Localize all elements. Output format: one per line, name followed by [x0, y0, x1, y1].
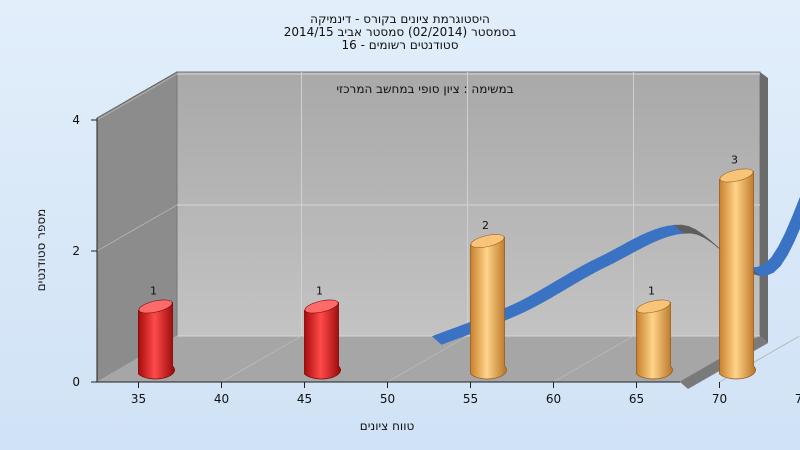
gridline-side — [96, 73, 178, 121]
bar-body — [470, 236, 507, 380]
x-tick-label: 55 — [463, 392, 478, 406]
x-tick-label: 70 — [712, 392, 727, 406]
chart-title-line-1: היסטוגרמת ציונים בקורס - דינמיקה — [310, 12, 490, 26]
y-tick-label: 0 — [72, 375, 80, 389]
bar-70: 3 — [719, 154, 756, 380]
bar-55: 2 — [470, 219, 507, 380]
bar-value-label: 1 — [316, 285, 323, 298]
x-tick-label: 50 — [380, 392, 395, 406]
x-tick-label: 65 — [629, 392, 644, 406]
y-tick-label: 4 — [72, 113, 80, 127]
bar-35: 1 — [138, 285, 175, 380]
bar-45: 1 — [304, 285, 341, 380]
bar-value-label: 1 — [150, 285, 157, 298]
bar-body — [304, 301, 341, 380]
bar-top — [470, 234, 505, 248]
back-wall-edge — [760, 72, 768, 343]
bar-top — [719, 168, 754, 183]
bar-body — [138, 301, 175, 380]
gridline-floor — [553, 335, 634, 383]
axes: 02435404550556065707580859095 — [72, 113, 800, 406]
bar-65: 1 — [636, 285, 673, 380]
back-wall — [176, 71, 761, 337]
bar-value-label: 3 — [731, 154, 738, 167]
y-tick-label: 2 — [72, 244, 80, 258]
x-tick-label: 40 — [214, 392, 229, 406]
gridline-floor — [221, 335, 302, 383]
bar-body — [636, 301, 673, 380]
ribbon-segment — [791, 199, 800, 225]
x-tick-label: 75 — [795, 392, 800, 406]
chart-title-line-2: בסמסטר (02/2014) סמסטר אביב 2014/15 — [283, 25, 517, 39]
chart-title-line-3: סטודנטים רשומים - 16 — [341, 38, 459, 52]
bar-top — [304, 299, 339, 314]
bar-value-label: 1 — [648, 285, 655, 298]
chart-subtitle: במשימה : ציון סופי במחשב המרכזי — [336, 82, 513, 96]
x-tick-label: 35 — [131, 392, 146, 406]
gridline-side — [96, 204, 178, 252]
bars: 112131132 — [138, 154, 756, 380]
bar-body — [719, 170, 756, 380]
x-axis-label: טווח ציונים — [360, 419, 415, 433]
ribbon-segment — [784, 216, 800, 242]
bar-top — [138, 299, 173, 314]
x-tick-label: 60 — [546, 392, 561, 406]
x-tick-label: 45 — [297, 392, 312, 406]
bar-value-label: 2 — [482, 219, 489, 232]
y-axis-label: מספר סטודנטים — [34, 209, 48, 292]
gridline-floor — [387, 335, 468, 383]
bar-top — [636, 299, 671, 314]
